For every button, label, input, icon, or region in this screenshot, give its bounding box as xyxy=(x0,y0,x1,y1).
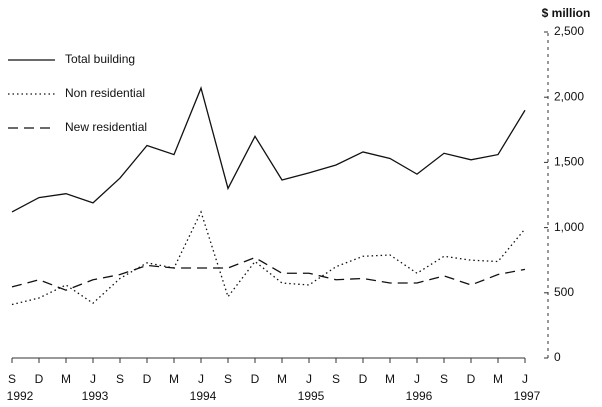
x-tick-label: M xyxy=(277,372,287,386)
x-tick-label: D xyxy=(35,372,44,386)
x-tick-label: M xyxy=(61,372,71,386)
year-label: 1995 xyxy=(298,389,325,403)
x-tick-label: S xyxy=(116,372,124,386)
y-tick-label: 1,500 xyxy=(554,155,584,169)
x-tick-label: J xyxy=(414,372,420,386)
legend-label: Total building xyxy=(65,52,135,66)
x-tick-label: S xyxy=(224,372,232,386)
year-label: 1996 xyxy=(406,389,433,403)
y-tick-label: 2,500 xyxy=(554,24,584,38)
x-tick-label: J xyxy=(522,372,528,386)
x-tick-label: D xyxy=(143,372,152,386)
x-tick-label: J xyxy=(90,372,96,386)
x-tick-label: J xyxy=(306,372,312,386)
year-label: 1993 xyxy=(82,389,109,403)
x-tick-label: M xyxy=(493,372,503,386)
x-tick-label: J xyxy=(198,372,204,386)
y-tick-label: 500 xyxy=(554,285,574,299)
x-tick-label: D xyxy=(251,372,260,386)
year-label: 1997 xyxy=(514,389,541,403)
legend-label: Non residential xyxy=(65,86,145,100)
series-line xyxy=(11,210,526,306)
x-tick-label: D xyxy=(359,372,368,386)
year-label: 1994 xyxy=(190,389,217,403)
x-tick-label: S xyxy=(332,372,340,386)
series-line xyxy=(11,256,526,291)
y-tick-label: 1,000 xyxy=(554,220,584,234)
x-tick-label: M xyxy=(385,372,395,386)
year-label: 1992 xyxy=(7,389,34,403)
y-tick-label: 2,000 xyxy=(554,89,584,103)
x-tick-label: S xyxy=(440,372,448,386)
x-tick-label: D xyxy=(467,372,476,386)
y-axis-label: $ million xyxy=(542,6,591,20)
x-tick-label: M xyxy=(169,372,179,386)
x-tick-label: S xyxy=(8,372,16,386)
series-line xyxy=(11,86,526,213)
legend-label: New residential xyxy=(65,120,147,134)
y-tick-label: 0 xyxy=(554,350,561,364)
